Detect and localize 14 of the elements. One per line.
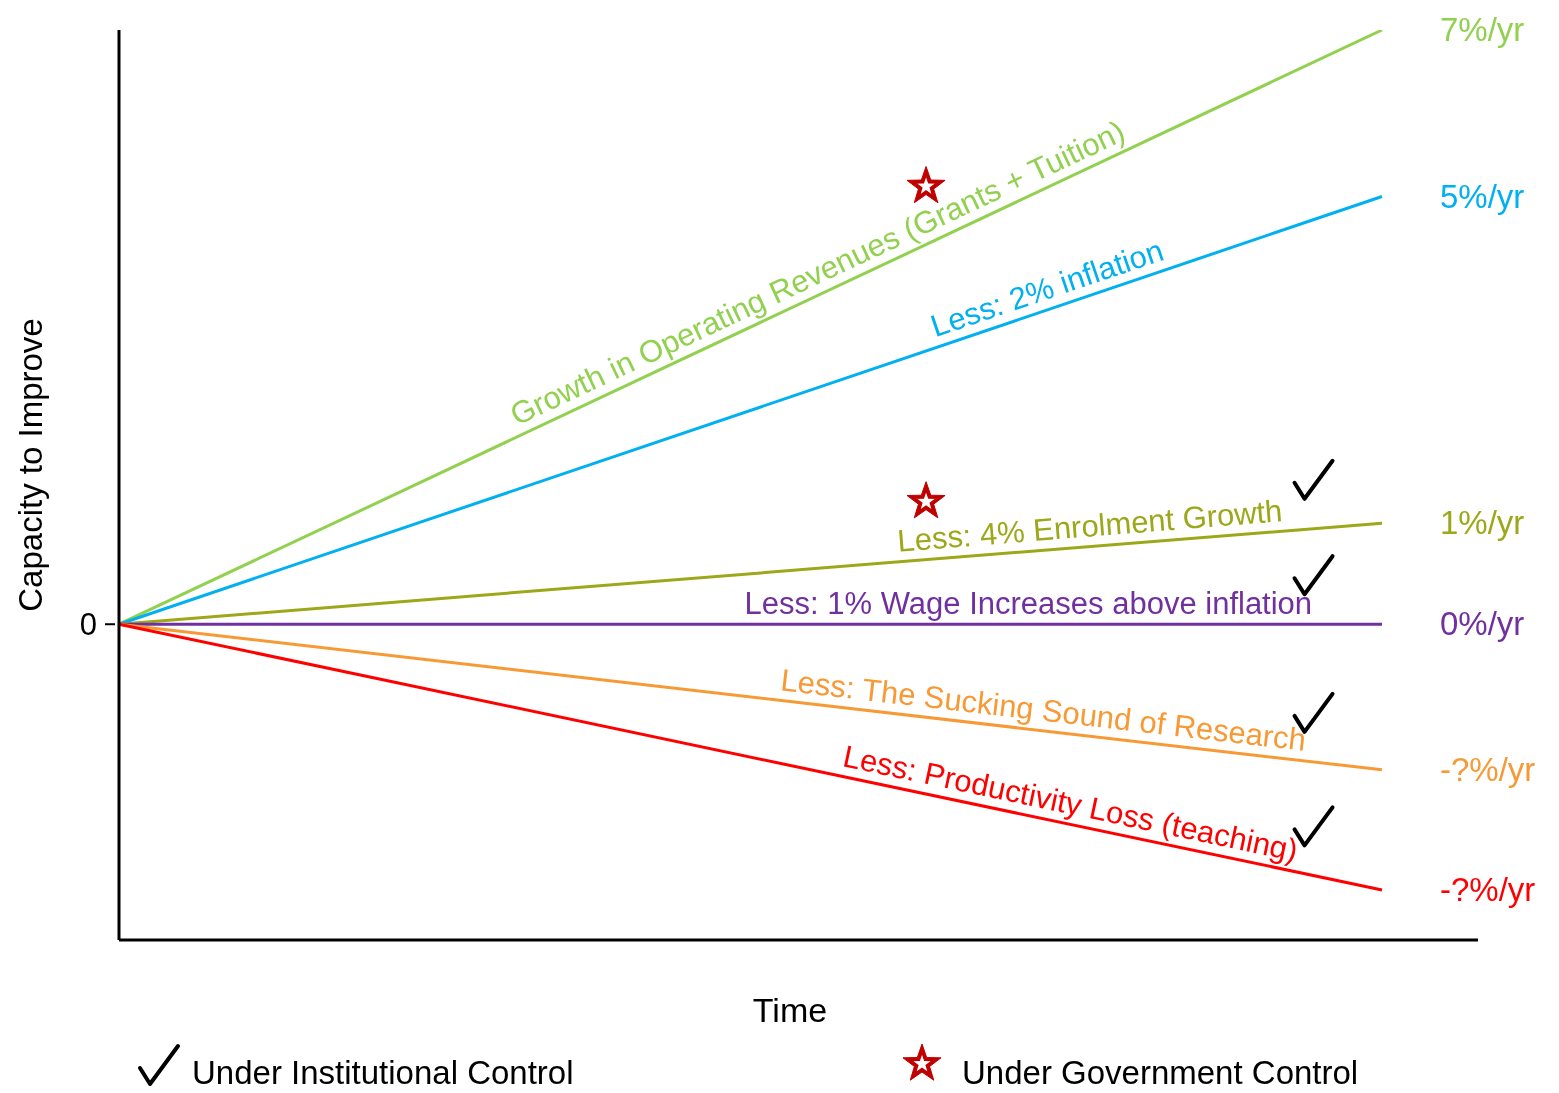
y-axis-title: Capacity to Improve <box>12 318 49 612</box>
annotation: 1%/yr <box>1440 504 1525 542</box>
series-label: Less: 4% Enrolment Growth <box>896 493 1284 559</box>
annotation: -?%/yr <box>1440 870 1536 908</box>
annotation: 0%/yr <box>1440 605 1525 643</box>
annotation: -?%/yr <box>1440 750 1536 788</box>
annotation: 0 <box>79 607 97 643</box>
text: Under Institutional Control <box>192 1054 574 1091</box>
series-label: Less: 1% Wage Increases above inflation <box>744 586 1313 622</box>
annotation: 7%/yr <box>1440 11 1525 48</box>
text: Under Government Control <box>962 1054 1359 1091</box>
x-axis-title: Time <box>752 991 828 1029</box>
annotation: 5%/yr <box>1440 177 1525 215</box>
text: Less: 2% inflation <box>926 232 1168 344</box>
